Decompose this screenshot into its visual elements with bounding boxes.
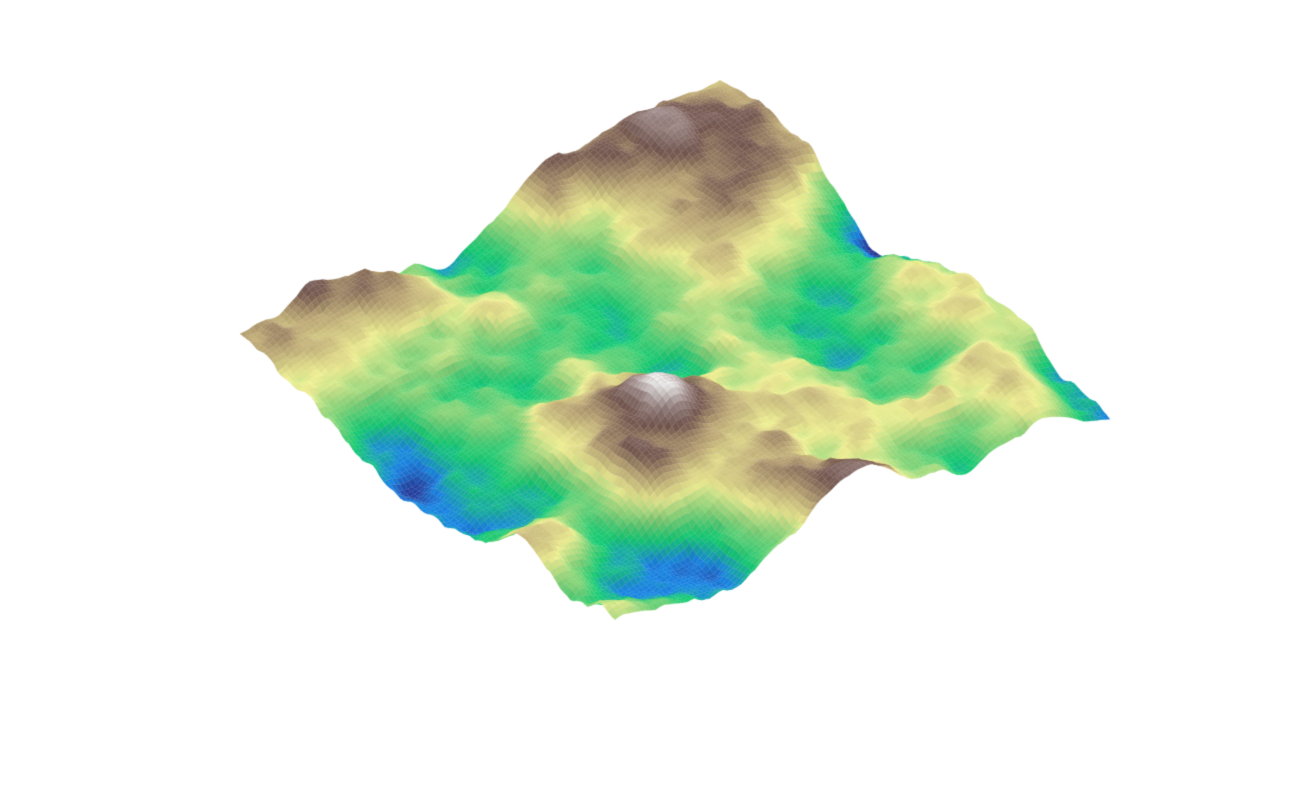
terrain-plot-area — [0, 0, 1300, 800]
terrain-surface-canvas — [0, 0, 1300, 800]
